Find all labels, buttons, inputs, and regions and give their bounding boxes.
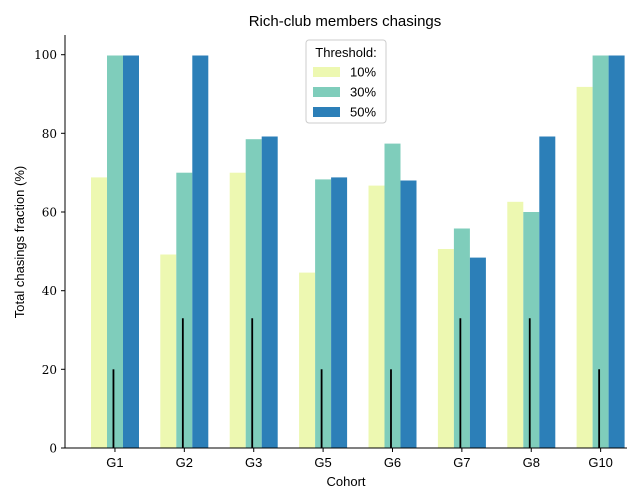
y-tick-label: 80	[42, 127, 57, 141]
bar-G6-10%	[368, 185, 385, 448]
x-tick-label: G8	[523, 455, 540, 470]
bar-G5-50%	[331, 177, 348, 448]
bar-G1-50%	[123, 55, 139, 448]
y-tick-label: 0	[49, 442, 57, 456]
bar-G8-50%	[539, 136, 556, 448]
bar-G3-30%	[245, 139, 262, 448]
x-tick-label: G6	[384, 455, 401, 470]
error-lines-group	[112, 318, 601, 448]
legend-label: 30%	[350, 85, 376, 100]
bar-G2-30%	[176, 172, 193, 448]
chart-title: Rich-club members chasings	[249, 13, 442, 30]
bar-G6-50%	[400, 180, 417, 448]
x-tick-label: G1	[106, 455, 123, 470]
bar-G8-30%	[523, 212, 540, 448]
bar-G3-10%	[229, 172, 246, 448]
x-tick-label: G5	[314, 455, 331, 470]
legend-frame	[305, 39, 387, 124]
bar-G5-30%	[315, 179, 332, 448]
x-axis-label: Cohort	[326, 474, 365, 489]
x-tick-label: G7	[453, 455, 470, 470]
bar-G6-30%	[384, 143, 401, 448]
y-axis-label: Total chasings fraction (%)	[12, 166, 27, 318]
legend-label: 50%	[350, 105, 376, 120]
legend-title: Threshold:	[315, 45, 376, 60]
legend-swatch-30%	[313, 87, 340, 97]
bars-group	[91, 55, 625, 449]
legend-label: 10%	[350, 65, 376, 80]
bar-G2-50%	[192, 55, 209, 448]
bar-G3-50%	[261, 136, 278, 448]
y-tick-label: 20	[42, 363, 57, 377]
legend-swatch-50%	[313, 107, 340, 117]
bar-G10-30%	[592, 55, 609, 448]
y-ticks-group: 0 20 40 60 80 100	[34, 48, 65, 456]
x-ticks-group: G1 G2 G3 G5 G6 G7 G8 G10	[106, 448, 613, 470]
legend-swatch-10%	[313, 67, 340, 77]
y-tick-label: 60	[42, 206, 57, 220]
y-tick-label: 100	[34, 48, 57, 62]
bar-G5-10%	[299, 272, 316, 448]
x-tick-label: G10	[588, 455, 613, 470]
bar-G8-10%	[507, 201, 524, 448]
bar-G1-10%	[91, 177, 107, 448]
bar-G2-10%	[160, 254, 177, 448]
legend: Threshold: 10% 30% 50%	[305, 39, 387, 124]
x-tick-label: G3	[245, 455, 262, 470]
bar-G10-10%	[576, 86, 593, 449]
bar-G7-30%	[453, 228, 470, 448]
x-tick-label: G2	[176, 455, 193, 470]
bar-G1-30%	[107, 55, 123, 448]
y-tick-label: 40	[42, 284, 57, 298]
bar-G10-50%	[608, 55, 625, 448]
bar-G7-50%	[469, 257, 486, 448]
bar-G7-10%	[437, 249, 454, 448]
